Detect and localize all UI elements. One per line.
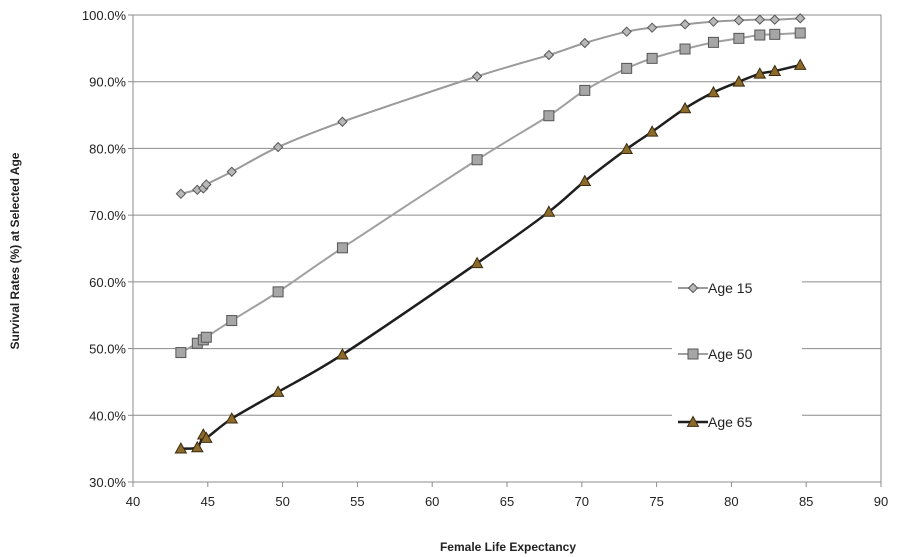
legend-item-age-65: Age 65 (678, 414, 753, 430)
data-point (621, 26, 632, 37)
data-point (769, 28, 781, 40)
y-axis-tick-labels: 30.0% 40.0% 50.0% 60.0% 70.0% 80.0% 90.0% 100.0… (82, 8, 127, 490)
gridlines (128, 14, 882, 487)
data-point (201, 179, 212, 190)
legend-label: Age 65 (708, 414, 753, 430)
data-point (272, 286, 284, 298)
y-tick-label: 70.0% (89, 208, 126, 223)
data-point (337, 116, 348, 127)
data-point (707, 36, 719, 48)
data-point (646, 52, 658, 64)
x-tick-label: 85 (799, 494, 813, 509)
x-axis-title: Female Life Expectancy (440, 540, 576, 554)
data-point (733, 32, 745, 44)
data-point (754, 29, 766, 41)
data-point (175, 188, 187, 200)
x-tick-label: 75 (649, 494, 663, 509)
data-point (225, 412, 239, 424)
legend-label: Age 15 (708, 280, 753, 296)
legend-item-age-15: Age 15 (678, 280, 753, 296)
y-tick-label: 50.0% (89, 342, 126, 357)
y-tick-label: 60.0% (89, 275, 126, 290)
x-tick-label: 50 (275, 494, 289, 509)
data-point (769, 14, 780, 25)
data-point (794, 27, 806, 39)
data-point (679, 19, 691, 30)
data-point (470, 256, 484, 269)
y-tick-label: 40.0% (89, 408, 126, 423)
data-point (272, 141, 284, 153)
data-point (795, 13, 806, 24)
y-tick-label: 100.0% (82, 8, 127, 23)
data-point (733, 15, 745, 26)
data-point (578, 174, 592, 187)
data-point (754, 14, 766, 25)
plot-area (132, 14, 882, 483)
x-tick-label: 40 (126, 494, 140, 509)
data-point (336, 348, 349, 360)
data-point (708, 16, 719, 27)
series-age-65 (174, 58, 807, 454)
x-tick-label: 70 (575, 494, 589, 509)
data-point (336, 242, 348, 254)
data-point (543, 49, 555, 61)
x-tick-label: 55 (350, 494, 364, 509)
data-point (621, 62, 633, 74)
data-point (679, 43, 691, 55)
series-age-15 (175, 13, 806, 200)
y-tick-label: 90.0% (89, 75, 126, 90)
data-point (226, 315, 238, 327)
data-point (542, 205, 556, 217)
data-point (707, 85, 720, 98)
data-point (174, 442, 188, 454)
x-axis-tick-labels: 40 45 50 55 60 65 70 75 80 85 90 (126, 494, 888, 509)
data-point (190, 440, 204, 453)
series-line (180, 32, 801, 354)
data-point (645, 125, 659, 137)
x-tick-label: 80 (724, 494, 738, 509)
y-tick-label: 80.0% (89, 141, 126, 156)
legend-label: Age 50 (708, 346, 753, 362)
data-point (199, 431, 213, 443)
data-point (732, 75, 746, 87)
y-tick-label: 30.0% (89, 475, 126, 490)
x-tick-label: 45 (201, 494, 215, 509)
data-point (620, 142, 634, 154)
data-point (200, 331, 212, 343)
x-tick-label: 90 (874, 494, 888, 509)
legend: Age 15 Age 50 Age 65 (672, 274, 802, 436)
legend-item-age-50: Age 50 (678, 346, 753, 362)
series-line (180, 63, 801, 450)
plot-border (132, 14, 882, 483)
data-point (226, 166, 237, 177)
data-point (753, 67, 767, 79)
data-point (543, 110, 555, 122)
data-point (768, 64, 782, 76)
data-point (579, 37, 590, 49)
legend-marker (687, 348, 699, 360)
legend-marker (686, 415, 700, 427)
data-point (678, 101, 692, 114)
data-point (793, 58, 807, 70)
series-age-50 (175, 27, 806, 359)
data-point (471, 71, 483, 82)
y-axis-title: Survival Rates (%) at Selected Age (8, 152, 22, 349)
data-point (271, 385, 285, 397)
x-tick-label: 60 (425, 494, 439, 509)
data-point (175, 347, 187, 359)
x-tick-label: 65 (500, 494, 514, 509)
series-layer (174, 13, 807, 454)
data-point (471, 154, 483, 166)
data-point (579, 84, 591, 96)
data-point (646, 22, 658, 33)
legend-marker (687, 282, 699, 294)
